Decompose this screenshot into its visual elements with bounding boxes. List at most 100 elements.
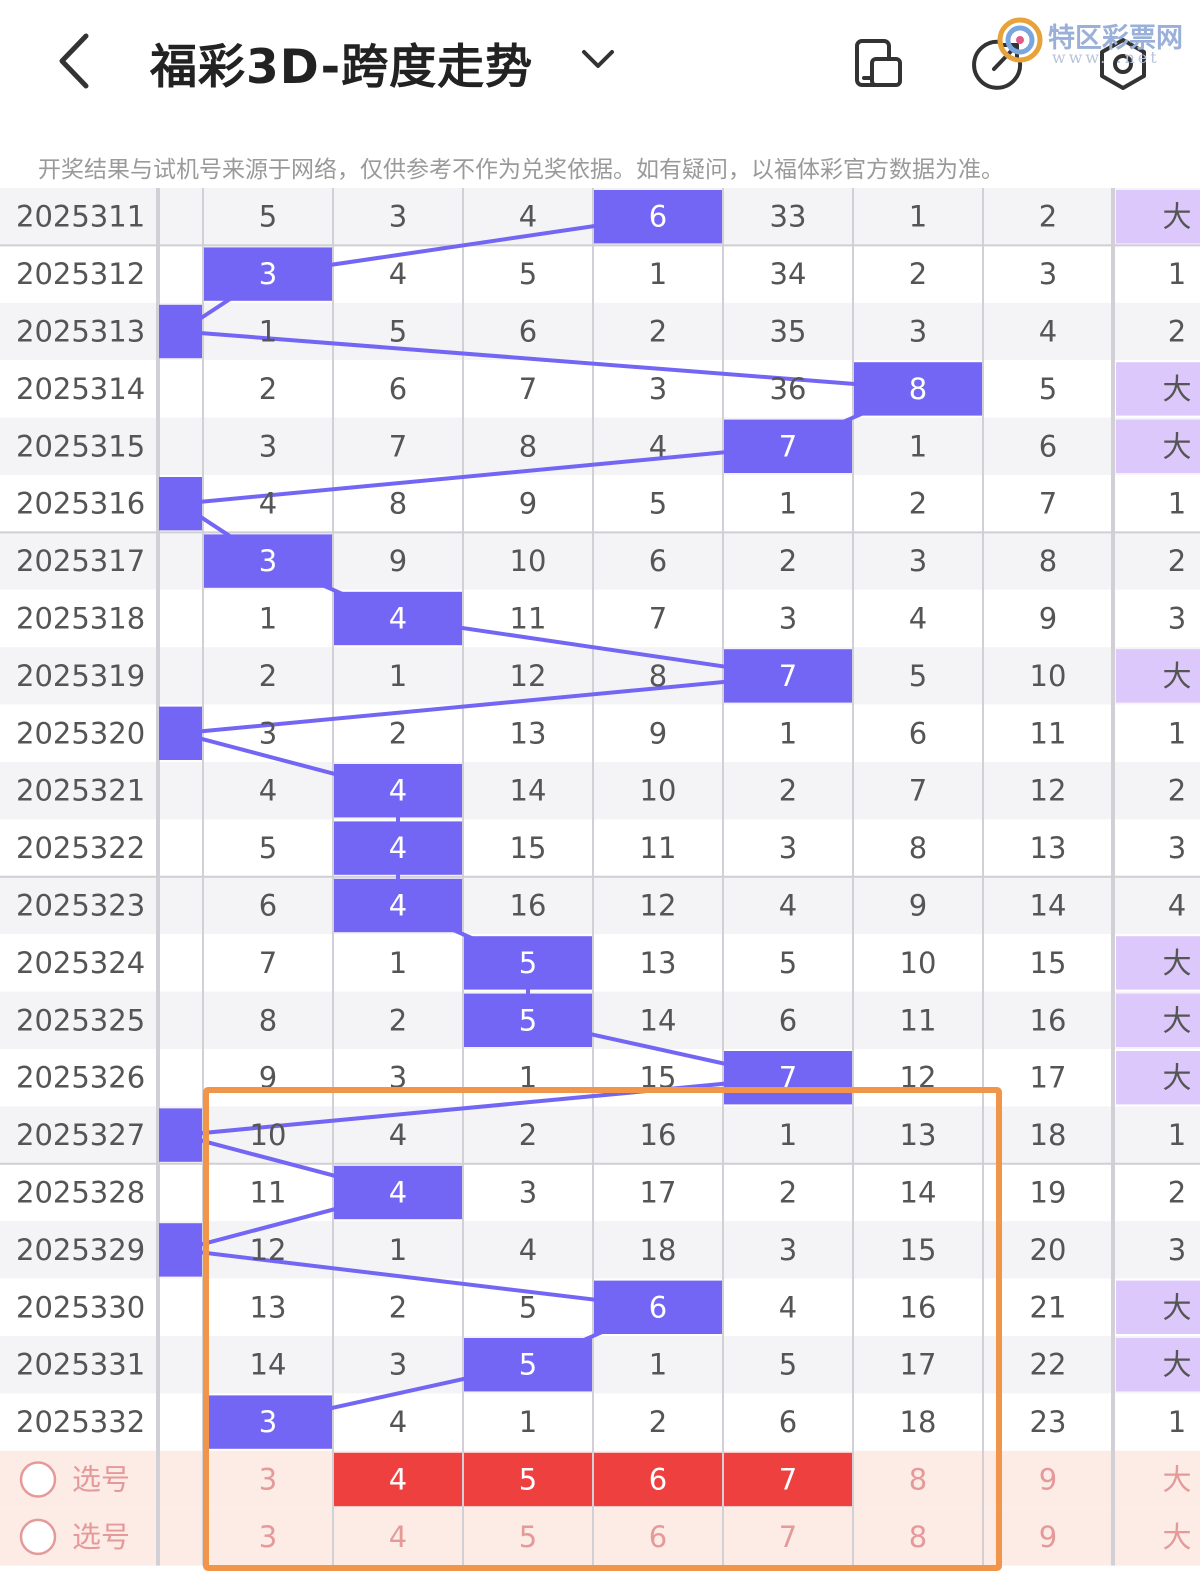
selected-number-cell[interactable] bbox=[334, 1452, 462, 1507]
omission-count: 18 bbox=[1030, 1118, 1067, 1152]
select-number-8[interactable]: 8 bbox=[909, 1520, 927, 1554]
omission-count: 2 bbox=[389, 716, 407, 750]
omission-count: 13 bbox=[640, 946, 677, 980]
issue-number: 2025315 bbox=[16, 429, 145, 463]
omission-count: 1 bbox=[389, 659, 407, 693]
omission-count: 11 bbox=[250, 1176, 287, 1210]
omission-count: 18 bbox=[900, 1405, 937, 1439]
big-tail-bg bbox=[1116, 936, 1200, 990]
page-title[interactable]: 福彩3D-跨度走势 bbox=[150, 40, 534, 95]
omission-count: 3 bbox=[259, 716, 277, 750]
omission-count: 5 bbox=[259, 831, 277, 865]
issue-number: 2025330 bbox=[16, 1290, 145, 1324]
omission-count: 2 bbox=[649, 315, 667, 349]
omission-count: 3 bbox=[259, 429, 277, 463]
omission-count: 1 bbox=[909, 200, 927, 234]
size-indicator: 3 bbox=[1168, 1233, 1186, 1267]
issue-number: 2025326 bbox=[16, 1061, 145, 1095]
size-indicator: 4 bbox=[1168, 889, 1186, 923]
big-tail-bg bbox=[1116, 993, 1200, 1047]
select-size-big[interactable]: 大 bbox=[1162, 1520, 1191, 1554]
select-number-6[interactable]: 6 bbox=[649, 1520, 667, 1554]
chevron-down-icon[interactable] bbox=[578, 44, 618, 76]
omission-count: 6 bbox=[779, 1405, 797, 1439]
omission-count: 9 bbox=[649, 716, 667, 750]
size-indicator: 1 bbox=[1168, 257, 1186, 291]
size-indicator: 大 bbox=[1162, 429, 1191, 463]
table-row-bg bbox=[0, 647, 1200, 705]
select-number-8[interactable]: 8 bbox=[909, 1463, 927, 1497]
omission-count: 5 bbox=[779, 1348, 797, 1382]
hexagon-gear-icon[interactable] bbox=[1095, 36, 1151, 92]
hit-value: 3 bbox=[259, 544, 277, 578]
omission-count: 13 bbox=[250, 1290, 287, 1324]
select-number-6[interactable]: 6 bbox=[649, 1463, 667, 1497]
omission-count: 15 bbox=[900, 1233, 937, 1267]
select-radio[interactable] bbox=[19, 1461, 57, 1498]
select-number-7[interactable]: 7 bbox=[779, 1520, 797, 1554]
select-number-5[interactable]: 5 bbox=[519, 1520, 537, 1554]
select-number-5[interactable]: 5 bbox=[519, 1463, 537, 1497]
size-indicator: 1 bbox=[1168, 1405, 1186, 1439]
omission-count: 8 bbox=[1039, 544, 1057, 578]
omission-count: 11 bbox=[900, 1003, 937, 1037]
omission-count: 13 bbox=[900, 1118, 937, 1152]
big-tail-bg bbox=[1116, 362, 1200, 416]
omission-count: 9 bbox=[389, 544, 407, 578]
table-row-bg bbox=[0, 1163, 1200, 1222]
omission-count: 15 bbox=[1030, 946, 1067, 980]
select-number-label[interactable]: 选号 bbox=[72, 1463, 130, 1497]
table-row-bg bbox=[0, 819, 1200, 877]
issue-number: 2025323 bbox=[16, 889, 145, 923]
select-number-label[interactable]: 选号 bbox=[72, 1520, 130, 1554]
select-size-big[interactable]: 大 bbox=[1162, 1463, 1191, 1497]
omission-count: 14 bbox=[1030, 889, 1067, 923]
omission-count: 11 bbox=[510, 602, 547, 636]
omission-count: 7 bbox=[519, 372, 537, 406]
phone-layout-icon[interactable] bbox=[850, 36, 906, 92]
omission-count: 8 bbox=[519, 429, 537, 463]
select-number-3[interactable]: 3 bbox=[259, 1463, 277, 1497]
select-radio[interactable] bbox=[19, 1518, 57, 1556]
span-hit-block[interactable] bbox=[204, 1395, 332, 1449]
omission-count: 3 bbox=[779, 602, 797, 636]
issue-number: 2025313 bbox=[16, 315, 145, 349]
omission-count: 8 bbox=[389, 487, 407, 521]
size-indicator: 1 bbox=[1168, 487, 1186, 521]
issue-number: 2025320 bbox=[16, 716, 145, 750]
selected-number-cell[interactable] bbox=[724, 1452, 852, 1507]
table-row-bg bbox=[0, 876, 1200, 935]
omission-count: 4 bbox=[909, 602, 927, 636]
big-tail-bg bbox=[1116, 1051, 1200, 1105]
omission-count: 1 bbox=[779, 1118, 797, 1152]
omission-count: 14 bbox=[250, 1348, 287, 1382]
omission-count: 11 bbox=[1030, 716, 1067, 750]
size-indicator: 大 bbox=[1162, 659, 1191, 693]
select-number-7[interactable]: 7 bbox=[779, 1463, 797, 1497]
selected-number-cell[interactable] bbox=[464, 1452, 592, 1507]
chevron-left-icon[interactable] bbox=[52, 30, 102, 92]
size-indicator: 2 bbox=[1168, 315, 1186, 349]
select-number-4[interactable]: 4 bbox=[389, 1463, 407, 1497]
table-row-bg bbox=[0, 589, 1200, 648]
omission-count: 10 bbox=[250, 1118, 287, 1152]
selected-number-cell[interactable] bbox=[594, 1452, 722, 1507]
issue-number: 2025311 bbox=[16, 200, 145, 234]
omission-count: 12 bbox=[510, 659, 547, 693]
trend-line bbox=[178, 214, 920, 1425]
omission-count: 5 bbox=[1039, 372, 1057, 406]
omission-count: 6 bbox=[1039, 429, 1057, 463]
omission-count: 9 bbox=[519, 487, 537, 521]
select-number-3[interactable]: 3 bbox=[259, 1520, 277, 1554]
omission-count: 36 bbox=[770, 372, 807, 406]
issue-number: 2025319 bbox=[16, 659, 145, 693]
select-number-9[interactable]: 9 bbox=[1039, 1463, 1057, 1497]
omission-count: 3 bbox=[649, 372, 667, 406]
omission-count: 6 bbox=[389, 372, 407, 406]
select-number-4[interactable]: 4 bbox=[389, 1520, 407, 1554]
omission-count: 1 bbox=[259, 315, 277, 349]
select-number-9[interactable]: 9 bbox=[1039, 1520, 1057, 1554]
omission-count: 5 bbox=[519, 257, 537, 291]
hit-value: 4 bbox=[389, 602, 407, 636]
omission-count: 10 bbox=[640, 774, 677, 808]
